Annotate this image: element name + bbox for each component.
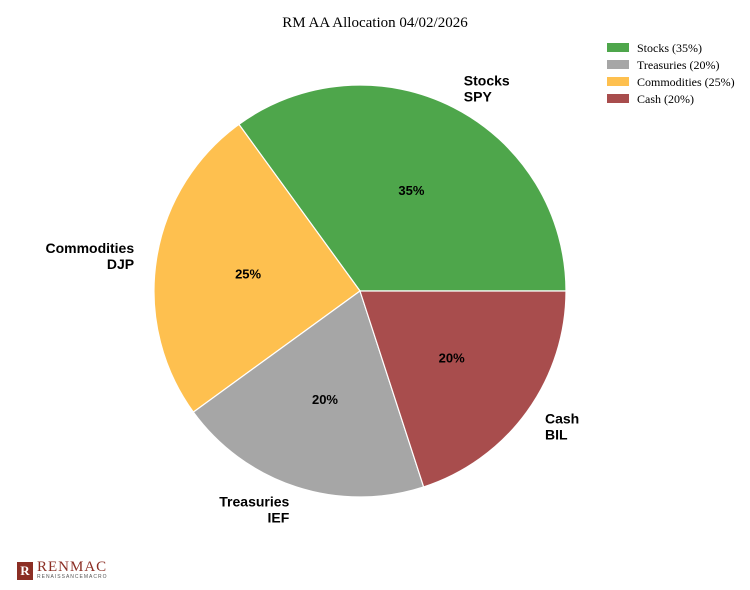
pie-slice-treasuries — [192, 290, 425, 498]
pct-label-treasuries: 20% — [312, 392, 338, 407]
category-label-stocks: Stocks SPY — [464, 72, 510, 104]
legend-label-commodities: Commodities (25%) — [637, 75, 735, 89]
pie-slices — [153, 84, 567, 498]
legend-swatch-cash — [607, 94, 629, 103]
legend-label-treasuries: Treasuries (20%) — [637, 58, 720, 72]
legend-label-stocks: Stocks (35%) — [637, 41, 702, 55]
pie-labels: 35% Stocks SPY 25% Commodities DJP 20% Treasuri… — [45, 72, 579, 525]
category-label-commodities: Commodities DJP — [45, 240, 134, 272]
category-label-treasuries: Treasuries IEF — [219, 493, 290, 525]
legend-swatch-treasuries — [607, 60, 629, 69]
category-label-cash: Cash BIL — [545, 410, 579, 442]
pct-label-commodities: 25% — [235, 266, 261, 281]
pie-slice-stocks — [238, 84, 567, 292]
pie-slice-commodities — [153, 123, 361, 413]
logo-name: RENMAC — [37, 559, 108, 575]
renmac-logo: R RENMAC RENAISSANCEMACRO — [17, 559, 108, 581]
logo-mark: R — [17, 562, 33, 580]
pct-label-stocks: 35% — [398, 183, 424, 198]
legend-swatch-commodities — [607, 77, 629, 86]
logo-text: RENMAC RENAISSANCEMACRO — [37, 559, 108, 581]
legend-swatch-stocks — [607, 43, 629, 52]
pie-slice-cash — [359, 290, 567, 488]
pct-label-cash: 20% — [439, 351, 465, 366]
legend-label-cash: Cash (20%) — [637, 92, 694, 106]
logo-subtitle: RENAISSANCEMACRO — [37, 574, 108, 580]
legend: Stocks (35%) Treasuries (20%) Commodities … — [607, 41, 735, 106]
chart-title: RM AA Allocation 04/02/2026 — [282, 15, 468, 31]
